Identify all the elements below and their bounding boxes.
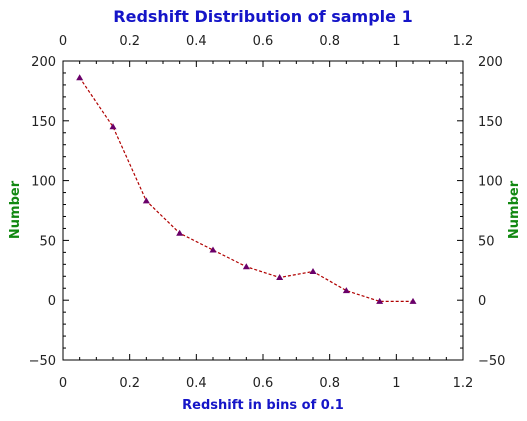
data-point-marker: [276, 273, 284, 280]
y-axis-label-left: Number: [8, 180, 23, 239]
data-point-marker: [109, 123, 117, 130]
x-tick-label-top: 1.2: [453, 34, 474, 49]
x-tick-label-bottom: 1: [392, 376, 400, 391]
y-tick-label-left: 150: [31, 115, 56, 130]
x-tick-label-bottom: 1.2: [453, 376, 474, 391]
y-tick-label-left: −50: [29, 354, 56, 369]
data-point-marker: [342, 287, 350, 294]
data-point-marker: [142, 197, 150, 204]
x-axis-label: Redshift in bins of 0.1: [182, 398, 344, 413]
y-tick-label-left: 0: [48, 294, 56, 309]
y-axis-label-right: Number: [507, 180, 522, 239]
tick-labels: 0 0 0.2 0.2 0.4 0.4 0.6 0.6 0.8 0.8 1 1 1.2 1.2 −50 −50…: [29, 34, 506, 391]
y-tick-label-right: 100: [478, 175, 503, 190]
y-tick-label-right: 200: [478, 55, 503, 70]
x-tick-label-bottom: 0.4: [186, 376, 207, 391]
y-tick-label-right: 150: [478, 115, 503, 130]
x-tick-label-top: 0.8: [319, 34, 340, 49]
data-point-marker: [176, 229, 184, 236]
x-tick-label-top: 0.6: [253, 34, 274, 49]
x-tick-label-bottom: 0.6: [253, 376, 274, 391]
y-tick-label-right: −50: [478, 354, 505, 369]
y-tick-label-left: 200: [31, 55, 56, 70]
data-point-marker: [242, 263, 250, 270]
y-tick-label-right: 0: [478, 294, 486, 309]
x-tick-label-bottom: 0.8: [319, 376, 340, 391]
chart-title: Redshift Distribution of sample 1: [113, 7, 412, 26]
x-tick-label-bottom: 0.2: [119, 376, 140, 391]
data-series: [76, 74, 417, 304]
data-point-marker: [376, 297, 384, 304]
data-point-marker: [309, 267, 317, 274]
y-tick-label-left: 50: [39, 234, 56, 249]
plot-frame: [62, 60, 464, 361]
data-point-marker: [76, 74, 84, 81]
axis-ticks: [62, 60, 464, 361]
y-tick-label-right: 50: [478, 234, 495, 249]
x-tick-label-top: 0: [59, 34, 67, 49]
x-tick-label-bottom: 0: [59, 376, 67, 391]
x-tick-label-top: 0.4: [186, 34, 207, 49]
data-point-marker: [209, 246, 217, 253]
y-tick-label-left: 100: [31, 175, 56, 190]
data-point-marker: [409, 297, 417, 304]
x-tick-label-top: 0.2: [119, 34, 140, 49]
x-tick-label-top: 1: [392, 34, 400, 49]
